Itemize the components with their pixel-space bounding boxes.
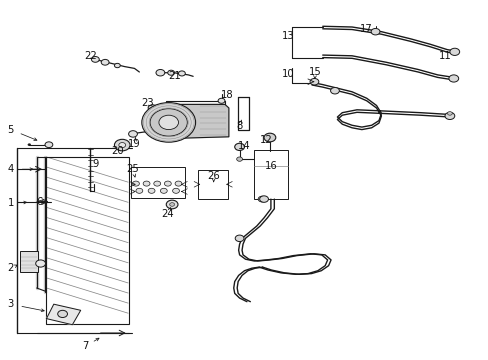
- Circle shape: [136, 188, 142, 193]
- Text: 3: 3: [8, 299, 14, 309]
- Circle shape: [132, 181, 139, 186]
- Text: 20: 20: [111, 146, 123, 156]
- Circle shape: [448, 75, 458, 82]
- Text: 18: 18: [221, 90, 233, 100]
- Bar: [198, 170, 228, 199]
- Bar: [131, 167, 184, 198]
- Circle shape: [143, 181, 150, 186]
- Circle shape: [234, 143, 244, 150]
- Circle shape: [449, 48, 459, 55]
- Circle shape: [236, 157, 242, 161]
- Text: 16: 16: [264, 161, 277, 171]
- Text: 17: 17: [360, 24, 372, 34]
- Text: 23: 23: [141, 98, 154, 108]
- Circle shape: [91, 57, 99, 62]
- Circle shape: [119, 143, 125, 148]
- Text: 1: 1: [7, 198, 14, 208]
- Circle shape: [169, 203, 174, 206]
- Circle shape: [330, 87, 339, 94]
- Text: 15: 15: [308, 67, 321, 77]
- Circle shape: [142, 103, 195, 142]
- Circle shape: [45, 142, 53, 148]
- Text: 14: 14: [238, 141, 250, 151]
- Circle shape: [148, 188, 155, 193]
- Circle shape: [156, 69, 164, 76]
- Circle shape: [259, 196, 268, 202]
- Circle shape: [370, 28, 379, 35]
- Circle shape: [101, 59, 109, 65]
- Text: 8: 8: [236, 121, 242, 131]
- Text: 12: 12: [260, 135, 272, 145]
- Circle shape: [164, 181, 171, 186]
- Circle shape: [159, 115, 178, 130]
- Text: 25: 25: [126, 164, 139, 174]
- Bar: [254, 150, 287, 199]
- Circle shape: [148, 105, 157, 111]
- Text: 24: 24: [161, 209, 174, 219]
- Circle shape: [160, 188, 167, 193]
- Text: 11: 11: [438, 51, 450, 61]
- Circle shape: [166, 200, 178, 209]
- Circle shape: [264, 133, 275, 142]
- Bar: [46, 157, 128, 324]
- Polygon shape: [46, 304, 81, 325]
- Circle shape: [175, 181, 182, 186]
- Text: 22: 22: [84, 51, 97, 61]
- Text: 6: 6: [36, 197, 42, 207]
- Circle shape: [218, 98, 224, 103]
- Text: 5: 5: [7, 125, 14, 135]
- Circle shape: [447, 112, 451, 115]
- Circle shape: [114, 139, 130, 151]
- Text: 21: 21: [168, 71, 181, 81]
- Circle shape: [444, 112, 454, 120]
- Circle shape: [128, 131, 137, 137]
- Text: 9: 9: [92, 159, 99, 169]
- Text: 10: 10: [282, 69, 294, 79]
- Text: 13: 13: [282, 31, 294, 41]
- Circle shape: [172, 188, 179, 193]
- Circle shape: [235, 235, 244, 242]
- Text: 26: 26: [207, 171, 220, 181]
- Circle shape: [58, 310, 67, 318]
- Circle shape: [114, 63, 120, 68]
- Circle shape: [153, 181, 160, 186]
- Circle shape: [150, 109, 187, 136]
- Circle shape: [309, 78, 318, 85]
- Circle shape: [178, 71, 185, 76]
- Text: 7: 7: [82, 341, 89, 351]
- Polygon shape: [156, 104, 228, 139]
- Text: 19: 19: [128, 139, 141, 149]
- Text: 4: 4: [8, 164, 14, 174]
- Text: 2: 2: [7, 263, 14, 273]
- Bar: [20, 251, 38, 272]
- Circle shape: [258, 196, 265, 202]
- Circle shape: [167, 70, 174, 75]
- Circle shape: [36, 260, 45, 267]
- Circle shape: [28, 144, 31, 146]
